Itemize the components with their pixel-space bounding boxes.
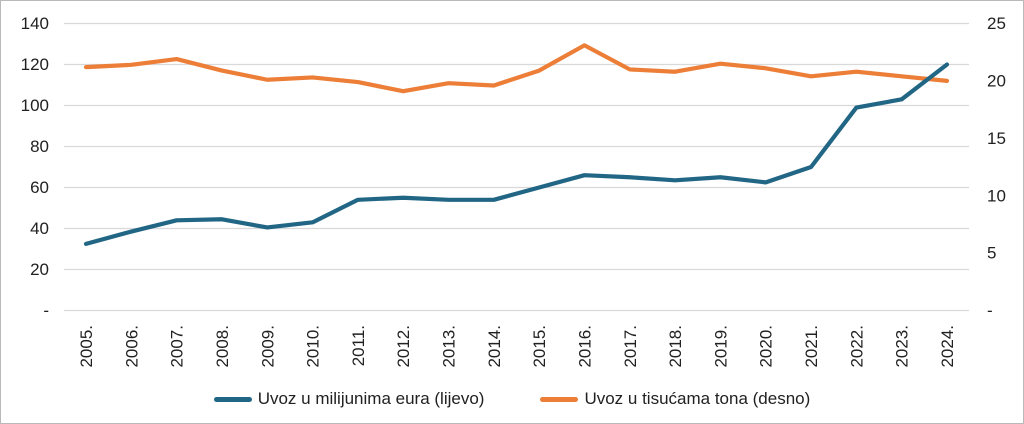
y-axis-left-tick: 20	[30, 260, 49, 279]
y-axis-left-tick: 40	[30, 219, 49, 238]
x-axis-tick: 2017.	[621, 325, 640, 368]
y-axis-right-tick: 15	[987, 129, 1006, 148]
x-axis-tick: 2014.	[485, 325, 504, 368]
series-line-eura	[83, 62, 950, 246]
x-axis-tick: 2023.	[893, 325, 912, 368]
y-axis-left-tick: 100	[21, 96, 49, 115]
x-axis-tick: 2022.	[847, 325, 866, 368]
x-axis-tick: 2006.	[122, 325, 141, 368]
y-axis-left-tick: 80	[30, 137, 49, 156]
x-axis-tick: 2018.	[666, 325, 685, 368]
y-axis-left-tick: 60	[30, 178, 49, 197]
y-axis-right-tick: -	[987, 301, 993, 320]
x-axis-tick: 2016.	[575, 325, 594, 368]
x-axis-tick: 2012.	[394, 325, 413, 368]
x-axis-tick: 2015.	[530, 325, 549, 368]
legend-line-swatch-tona	[540, 396, 579, 402]
x-axis-tick: 2009.	[258, 325, 277, 368]
x-axis-tick: 2021.	[802, 325, 821, 368]
x-axis-tick: 2019.	[711, 325, 730, 368]
legend-label-eura: Uvoz u milijunima eura (lijevo)	[257, 389, 485, 408]
y-axis-right-tick: 25	[987, 14, 1006, 33]
x-axis-tick: 2007.	[168, 325, 187, 368]
x-axis-tick: 2011.	[349, 325, 368, 366]
x-axis-tick: 2013.	[440, 325, 459, 368]
y-axis-left-tick: -	[43, 301, 49, 320]
x-axis-tick: 2010.	[304, 325, 323, 368]
x-axis-tick: 2020.	[757, 325, 776, 368]
y-axis-left-tick: 120	[21, 55, 49, 74]
chart-legend: Uvoz u milijunima eura (lijevo) Uvoz u t…	[1, 389, 1023, 409]
line-chart-svg: - 20 40 60 80 100 120 140 - 5 10 15 20 25 2005. 2006. 20…	[21, 14, 1006, 368]
y-axis-right-tick: 20	[987, 72, 1006, 91]
legend-item-eura: Uvoz u milijunima eura (lijevo)	[213, 389, 485, 409]
x-axis-tick: 2024.	[938, 325, 957, 368]
y-axis-left-tick: 140	[21, 14, 49, 33]
series-line-tona	[83, 43, 950, 94]
legend-line-swatch-eura	[213, 396, 252, 402]
y-axis-right-tick: 5	[987, 244, 996, 263]
legend-label-tona: Uvoz u tisućama tona (desno)	[584, 389, 811, 408]
x-axis-tick: 2005.	[77, 325, 96, 368]
x-axis-tick: 2008.	[213, 325, 232, 368]
y-axis-right-tick: 10	[987, 186, 1006, 205]
legend-item-tona: Uvoz u tisućama tona (desno)	[540, 389, 810, 409]
